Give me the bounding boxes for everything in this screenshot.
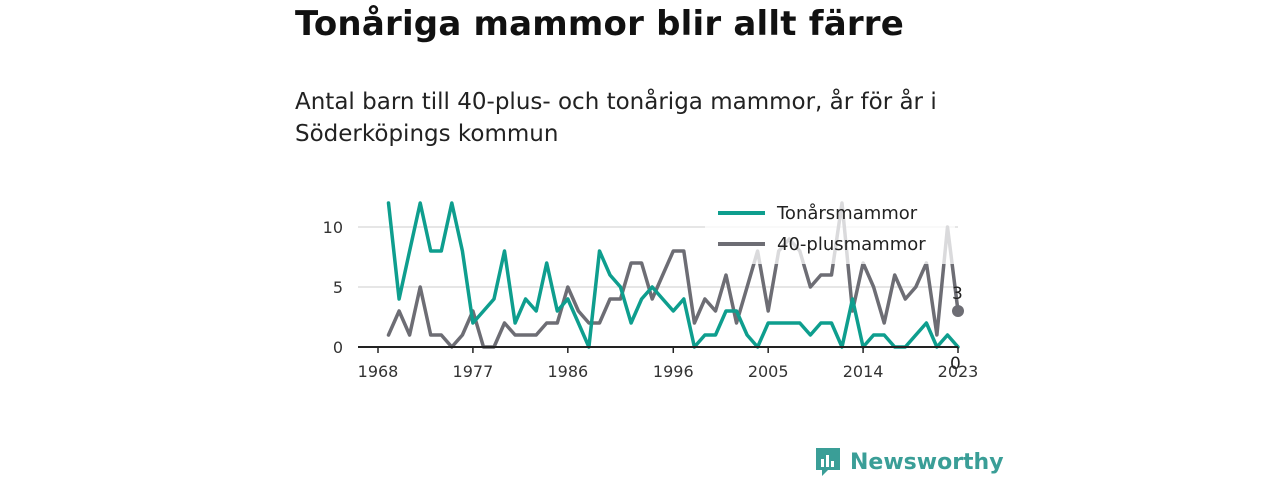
- brand-name: Newsworthy: [850, 449, 1004, 475]
- newsworthy-logo[interactable]: Newsworthy: [814, 446, 1004, 478]
- x-tick-label: 1986: [547, 362, 588, 381]
- x-tick-label: 1996: [653, 362, 694, 381]
- end-point-40-plusmammor: [952, 305, 964, 317]
- x-axis: [358, 346, 959, 353]
- x-tick-label: 2014: [843, 362, 884, 381]
- chart-subtitle: Antal barn till 40-plus- och tonåriga ma…: [295, 89, 937, 147]
- y-tick-label: 10: [323, 218, 343, 237]
- x-tick-label: 2023: [938, 362, 979, 381]
- chart-title: Tonåriga mammor blir allt färre: [295, 4, 905, 44]
- y-tick-label: 0: [333, 338, 343, 357]
- x-tick-label: 1977: [453, 362, 494, 381]
- end-label-40-plusmammor: 3: [952, 284, 963, 304]
- legend-label: 40-plusmammor: [777, 234, 926, 255]
- end-labels: 30: [950, 284, 964, 374]
- legend-background: [705, 198, 955, 264]
- x-tick-labels: 1968 1977 1986 1996 2005 2014 2023: [358, 362, 979, 381]
- legend: Tonårsmammor 40-plusmammor: [705, 198, 955, 264]
- x-tick-label: 1968: [358, 362, 399, 381]
- y-tick-label: 5: [333, 278, 343, 297]
- end-label-tonarsmammor: 0: [950, 354, 961, 374]
- line-chart: 1968 1977 1986 1996 2005 2014 2023 0 5 10 Tonårs…: [322, 198, 979, 381]
- y-tick-labels: 0 5 10: [323, 218, 343, 357]
- legend-label: Tonårsmammor: [776, 203, 918, 224]
- x-tick-label: 2005: [748, 362, 789, 381]
- newsworthy-logo-icon: [816, 448, 840, 476]
